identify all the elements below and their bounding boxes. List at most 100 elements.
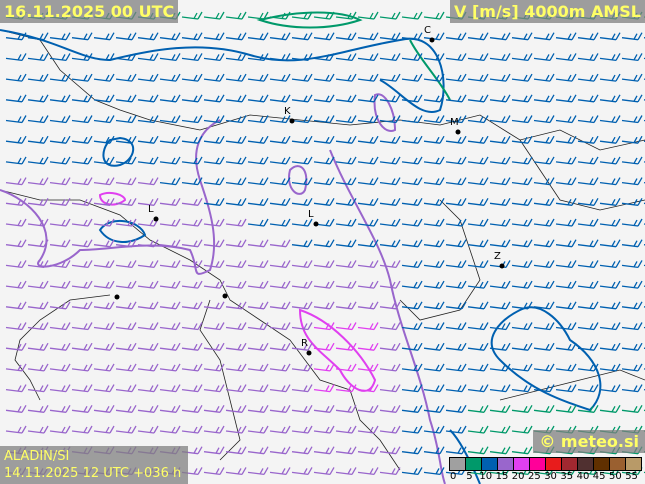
- wind-barb: [533, 115, 555, 124]
- legend-swatch: [577, 457, 594, 471]
- wind-barb: [511, 94, 533, 103]
- wind-barb: [291, 260, 313, 269]
- wind-barb: [115, 197, 137, 206]
- wind-barb: [555, 135, 577, 144]
- wind-barb: [269, 322, 291, 331]
- wind-barb: [335, 177, 357, 186]
- wind-barb: [181, 425, 203, 434]
- wind-barb: [5, 218, 27, 227]
- wind-barb: [203, 11, 225, 20]
- wind-barb: [313, 94, 335, 103]
- wind-barb: [357, 135, 379, 144]
- wind-barb: [203, 446, 225, 455]
- wind-barb: [313, 446, 335, 455]
- legend-swatch: [465, 457, 482, 471]
- wind-barb: [27, 322, 49, 331]
- wind-barb: [181, 197, 203, 206]
- wind-barb: [489, 301, 511, 310]
- city-dot: [222, 293, 228, 299]
- legend-swatch: [449, 457, 466, 471]
- wind-barb: [533, 218, 555, 227]
- wind-barb: [555, 342, 577, 351]
- wind-barb: [401, 53, 423, 62]
- wind-barb: [137, 239, 159, 248]
- wind-barb: [555, 384, 577, 393]
- wind-barb: [71, 384, 93, 393]
- wind-barb: [577, 239, 599, 248]
- wind-barb: [489, 94, 511, 103]
- wind-barb: [401, 94, 423, 103]
- wind-barb: [335, 322, 357, 331]
- wind-barb: [93, 301, 115, 310]
- wind-barb: [181, 384, 203, 393]
- city-dot: [313, 221, 319, 227]
- wind-barb: [247, 446, 269, 455]
- wind-barb: [159, 301, 181, 310]
- wind-barb: [357, 342, 379, 351]
- wind-barb: [137, 260, 159, 269]
- wind-barb: [423, 280, 445, 289]
- wind-barb: [115, 239, 137, 248]
- wind-barb: [159, 32, 181, 41]
- wind-barb: [225, 94, 247, 103]
- wind-barb: [445, 73, 467, 82]
- wind-barb: [5, 363, 27, 372]
- wind-barb: [93, 73, 115, 82]
- wind-barb: [115, 301, 137, 310]
- wind-barb: [621, 301, 643, 310]
- wind-barb: [577, 94, 599, 103]
- wind-barb: [467, 363, 489, 372]
- wind-barb: [93, 115, 115, 124]
- wind-barb: [599, 260, 621, 269]
- wind-barb: [335, 197, 357, 206]
- wind-barb: [379, 280, 401, 289]
- wind-barb: [423, 53, 445, 62]
- wind-barb: [269, 218, 291, 227]
- wind-barb: [401, 342, 423, 351]
- wind-barb: [291, 156, 313, 165]
- wind-barb: [27, 425, 49, 434]
- wind-barb: [313, 301, 335, 310]
- isotach-10: [449, 429, 481, 484]
- wind-barb: [511, 446, 533, 455]
- wind-barb: [225, 301, 247, 310]
- city-dot: [455, 129, 461, 135]
- wind-barb: [555, 53, 577, 62]
- wind-barb: [401, 446, 423, 455]
- wind-barb: [269, 197, 291, 206]
- wind-barb: [203, 94, 225, 103]
- wind-barb: [159, 177, 181, 186]
- wind-barb: [621, 239, 643, 248]
- wind-barb: [533, 280, 555, 289]
- wind-barb: [225, 384, 247, 393]
- wind-barb: [621, 32, 643, 41]
- wind-barb: [137, 94, 159, 103]
- wind-barb: [5, 73, 27, 82]
- legend-tick: 15: [495, 471, 509, 482]
- wind-barb: [511, 197, 533, 206]
- wind-barb: [313, 260, 335, 269]
- wind-barb: [489, 384, 511, 393]
- wind-barb: [159, 342, 181, 351]
- wind-barb: [489, 363, 511, 372]
- wind-barb: [577, 260, 599, 269]
- wind-barb: [137, 197, 159, 206]
- wind-barb: [27, 384, 49, 393]
- city-dot: [429, 37, 435, 43]
- wind-barb: [357, 94, 379, 103]
- wind-barb: [49, 135, 71, 144]
- wind-barb: [93, 94, 115, 103]
- wind-barb: [379, 73, 401, 82]
- wind-barb: [291, 404, 313, 413]
- wind-barb: [225, 404, 247, 413]
- wind-barb: [379, 11, 401, 20]
- wind-barb: [159, 197, 181, 206]
- wind-barb: [357, 301, 379, 310]
- wind-barb: [533, 177, 555, 186]
- wind-barb: [577, 156, 599, 165]
- wind-barb: [313, 467, 335, 476]
- wind-barb: [313, 342, 335, 351]
- wind-barb: [269, 177, 291, 186]
- wind-barb: [379, 115, 401, 124]
- wind-barb: [115, 115, 137, 124]
